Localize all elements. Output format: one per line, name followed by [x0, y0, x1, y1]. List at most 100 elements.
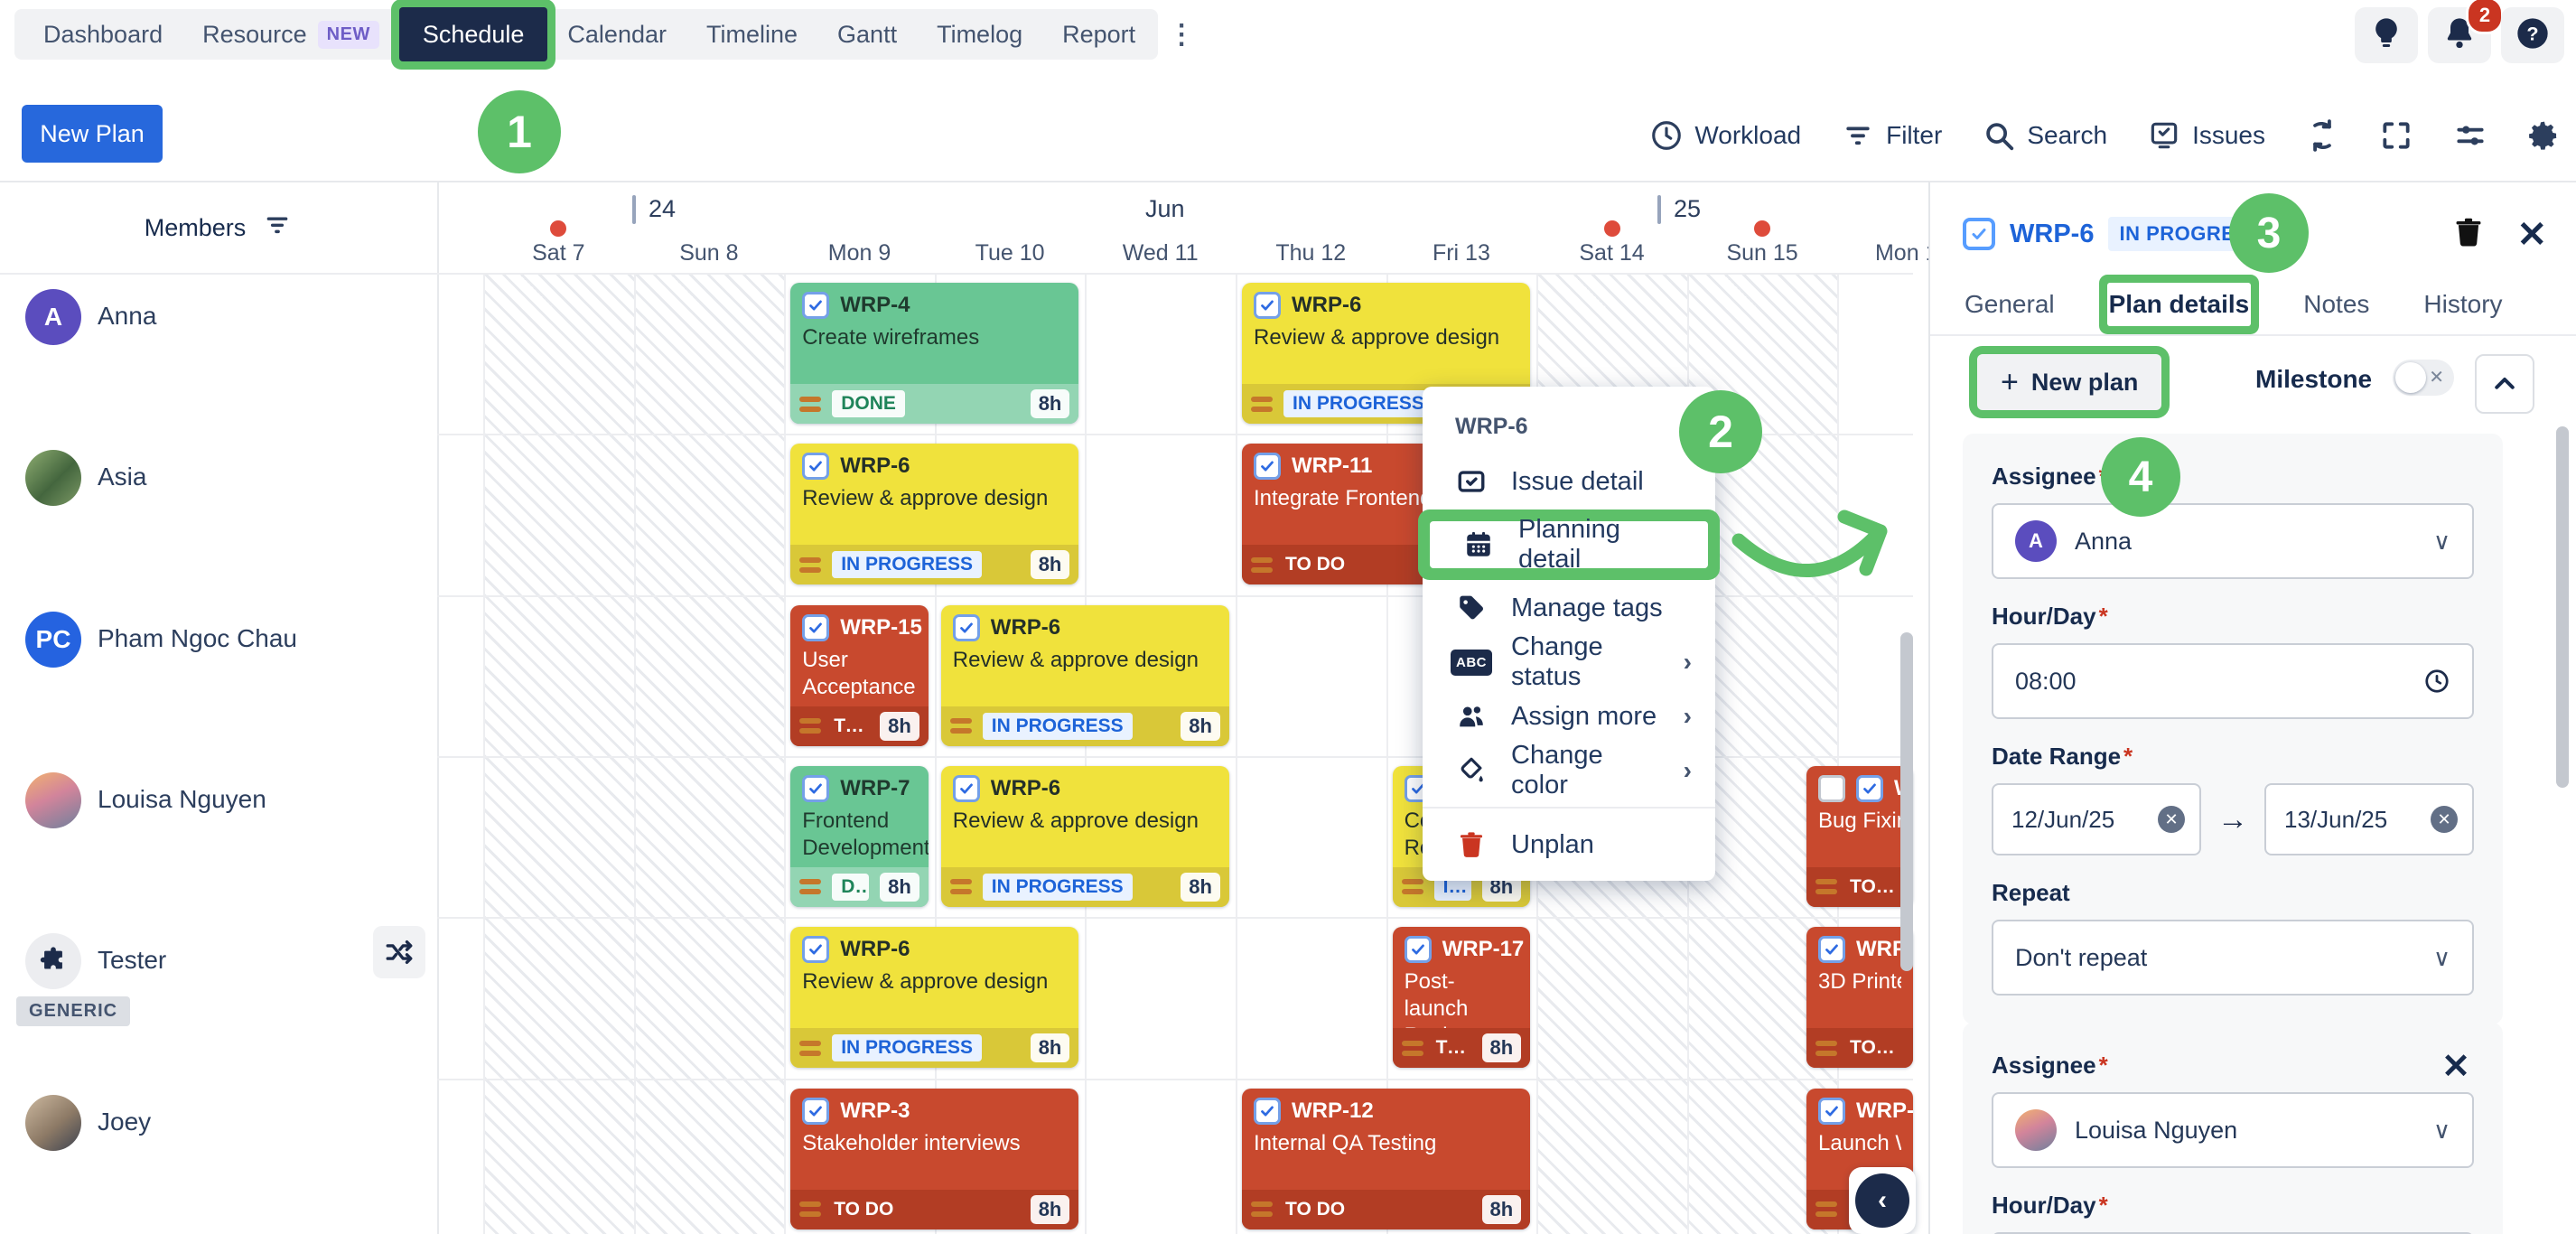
panel-collapse-handle[interactable]: ‹: [1849, 1167, 1916, 1234]
task-card[interactable]: WRP-4 Create wireframes DONE 8h: [790, 283, 1079, 424]
day-header[interactable]: Mon 16: [1874, 240, 1928, 266]
tab-history[interactable]: History: [2423, 290, 2503, 318]
nav-overflow-menu-icon[interactable]: ⋮: [1168, 19, 1196, 50]
drag-handle-icon[interactable]: [1815, 1040, 1837, 1056]
close-panel-icon[interactable]: ✕: [2516, 214, 2547, 255]
menu-item-planning-detail[interactable]: Planning detail: [1430, 515, 1708, 574]
member-row[interactable]: Joey: [0, 1079, 437, 1234]
drag-handle-icon[interactable]: [799, 718, 822, 734]
clear-date-icon[interactable]: ✕: [2158, 806, 2185, 833]
member-row[interactable]: A Anna: [0, 273, 437, 434]
day-header[interactable]: Fri 13: [1432, 240, 1490, 266]
member-row[interactable]: Tester GENERIC: [0, 917, 437, 1078]
sync-button[interactable]: [2305, 118, 2339, 153]
tab-general[interactable]: General: [1965, 290, 2055, 318]
clock-icon: [1649, 118, 1684, 153]
nav-item-gantt[interactable]: Gantt: [817, 9, 917, 60]
drag-handle-icon[interactable]: [1251, 1201, 1273, 1217]
day-header[interactable]: Sat 14: [1579, 240, 1645, 266]
member-row[interactable]: PC Pham Ngoc Chau: [0, 595, 437, 756]
drag-handle-icon[interactable]: [1401, 879, 1423, 895]
day-header[interactable]: Thu 12: [1275, 240, 1347, 266]
toolbar-search-button[interactable]: Search: [1982, 118, 2107, 153]
drag-handle-icon[interactable]: [1401, 1040, 1423, 1056]
menu-item-assign-more[interactable]: Assign more ›: [1423, 689, 1715, 743]
help-button[interactable]: ?: [2501, 7, 2564, 63]
shuffle-button[interactable]: [373, 926, 425, 979]
tab-plan-details[interactable]: Plan details: [2106, 283, 2252, 326]
member-row[interactable]: Louisa Nguyen: [0, 756, 437, 917]
day-header[interactable]: Sat 7: [532, 240, 585, 266]
drag-handle-icon[interactable]: [799, 396, 822, 412]
clear-date-icon[interactable]: ✕: [2431, 806, 2458, 833]
fullscreen-button[interactable]: [2379, 118, 2413, 153]
task-card[interactable]: WRP-6 Review & approve design IN PROGRESS 8…: [790, 444, 1079, 585]
select-checkbox[interactable]: [1818, 774, 1845, 802]
drag-handle-icon[interactable]: [1815, 879, 1837, 895]
drag-handle-icon[interactable]: [799, 1040, 822, 1056]
panel-scrollbar[interactable]: [2556, 426, 2569, 788]
nav-item-resource[interactable]: Resource NEW: [182, 9, 399, 60]
panel-new-plan-button[interactable]: + New plan: [1977, 354, 2162, 410]
drag-handle-icon[interactable]: [1251, 556, 1273, 573]
task-card[interactable]: WRP-3 Stakeholder interviews TO DO 8h: [790, 1088, 1079, 1229]
people-icon: [1455, 701, 1488, 732]
member-row[interactable]: Asia: [0, 434, 437, 594]
bell-button[interactable]: 2: [2428, 0, 2504, 63]
task-card[interactable]: WRP-6 Review & approve design IN PROGRESS 8…: [940, 604, 1229, 746]
drag-handle-icon[interactable]: [799, 1201, 822, 1217]
menu-item-issue-detail[interactable]: Issue detail: [1423, 454, 1715, 509]
milestone-toggle[interactable]: ✕: [2393, 360, 2454, 396]
remove-plan-icon[interactable]: ✕: [2441, 1048, 2470, 1086]
menu-item-change-color[interactable]: Change color ›: [1423, 741, 1715, 799]
day-header[interactable]: Sun 15: [1726, 240, 1798, 266]
nav-item-timeline[interactable]: Timeline: [686, 9, 817, 60]
task-card[interactable]: WRP-413D Printer UpgradeTO DO: [1806, 927, 1913, 1069]
panel-issue-key[interactable]: WRP-6: [2010, 219, 2095, 248]
hour-day-input[interactable]: 08:00: [1992, 643, 2474, 719]
menu-item-change-status[interactable]: ABC Change status ›: [1423, 632, 1715, 691]
drag-handle-icon[interactable]: [949, 879, 972, 895]
date-start-input[interactable]: 12/Jun/25 ✕: [1992, 783, 2201, 855]
members-filter-icon[interactable]: [262, 210, 293, 247]
task-card[interactable]: WRP-6 Review & approve design IN PROGRESS 8…: [940, 765, 1229, 907]
task-card[interactable]: WRP-12 Internal QA Testing TO DO 8h: [1242, 1088, 1531, 1229]
repeat-select[interactable]: Don't repeat ∨: [1992, 920, 2474, 996]
date-end-input[interactable]: 13/Jun/25 ✕: [2264, 783, 2474, 855]
nav-item-dashboard[interactable]: Dashboard: [23, 9, 182, 60]
lightbulb-button[interactable]: [2355, 7, 2418, 63]
menu-item-unplan[interactable]: Unplan: [1423, 818, 1715, 872]
day-header[interactable]: Wed 11: [1122, 240, 1199, 266]
nav-item-calendar[interactable]: Calendar: [547, 9, 686, 60]
assignee-select[interactable]: Louisa Nguyen ∨: [1992, 1092, 2474, 1168]
toolbar-filter-button[interactable]: Filter: [1841, 118, 1942, 153]
nav-item-schedule[interactable]: Schedule: [398, 7, 548, 61]
sliders-button[interactable]: [2453, 118, 2487, 153]
task-card[interactable]: WRP-14Bug FixingTO DO: [1806, 765, 1913, 907]
tab-notes[interactable]: Notes: [2303, 290, 2370, 318]
new-plan-button[interactable]: New Plan: [22, 105, 163, 163]
day-header[interactable]: Sun 8: [679, 240, 739, 266]
menu-item-manage-tags[interactable]: Manage tags: [1423, 581, 1715, 635]
day-header[interactable]: Mon 9: [827, 240, 891, 266]
drag-handle-icon[interactable]: [949, 718, 972, 734]
nav-item-timelog[interactable]: Timelog: [917, 9, 1042, 60]
drag-handle-icon[interactable]: [799, 879, 822, 895]
delete-plan-icon[interactable]: [2451, 215, 2486, 254]
drag-handle-icon[interactable]: [799, 556, 822, 573]
drag-handle-icon[interactable]: [1815, 1201, 1837, 1217]
gear-button[interactable]: [2527, 118, 2562, 153]
assignee-select[interactable]: A Anna ∨: [1992, 503, 2474, 579]
collapse-section-button[interactable]: [2475, 354, 2534, 414]
task-card[interactable]: WRP-15 User Acceptance TO DO 8h: [790, 604, 929, 746]
drag-handle-icon[interactable]: [1251, 396, 1273, 412]
day-header[interactable]: Tue 10: [975, 240, 1045, 266]
nav-item-report[interactable]: Report: [1042, 9, 1155, 60]
toolbar-issues-button[interactable]: Issues: [2147, 118, 2265, 153]
task-card[interactable]: WRP-6 Review & approve design IN PROGRESS 8…: [790, 927, 1079, 1069]
grid-scrollbar[interactable]: [1900, 632, 1913, 971]
task-card[interactable]: WRP-7 Frontend Development DONE 8h: [790, 765, 929, 907]
toolbar-workload-button[interactable]: Workload: [1649, 118, 1801, 153]
status-badge: DONE: [832, 390, 905, 417]
